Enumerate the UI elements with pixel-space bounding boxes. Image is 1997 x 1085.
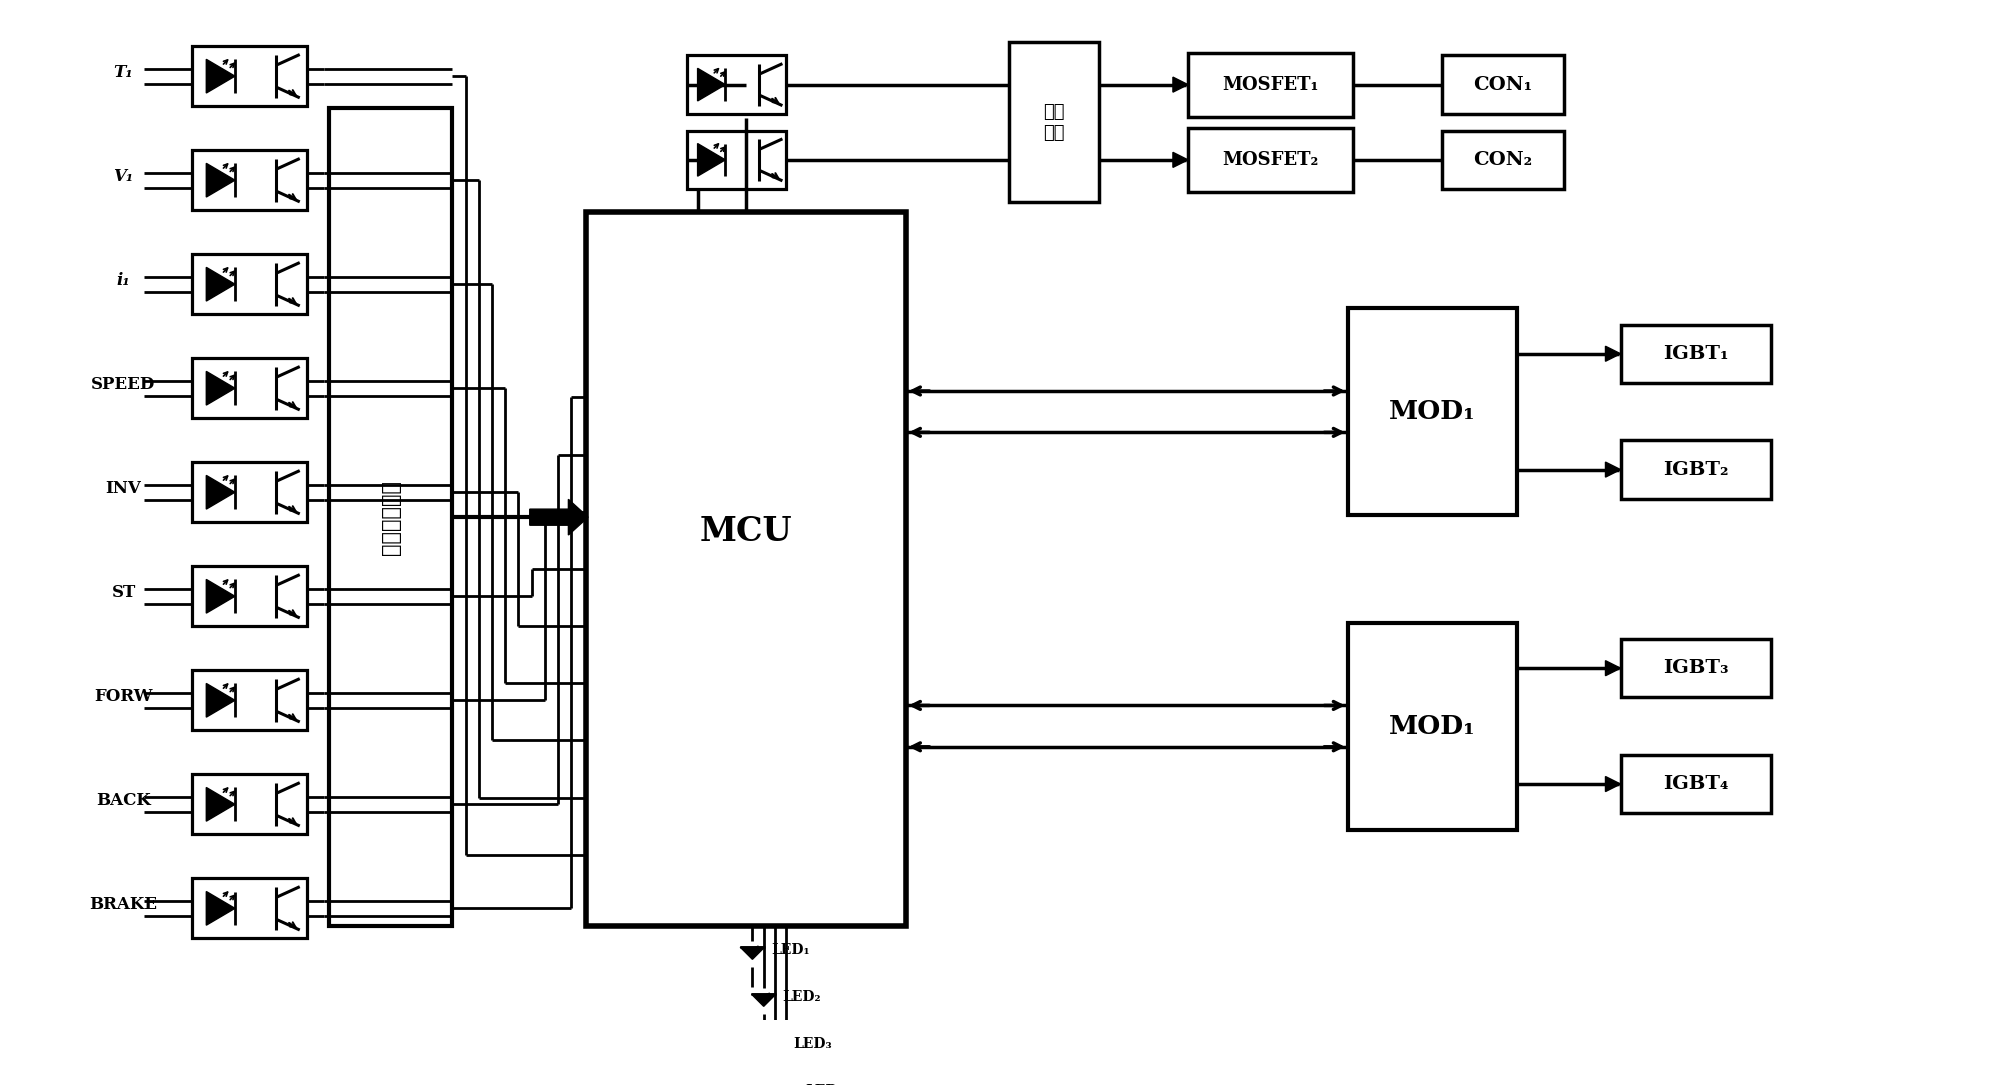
Bar (192, 566, 308, 626)
Polygon shape (1172, 77, 1188, 92)
Bar (1348, 623, 1518, 830)
Polygon shape (206, 892, 236, 926)
Text: V₁: V₁ (114, 168, 134, 184)
Text: BACK: BACK (96, 792, 152, 809)
Polygon shape (206, 60, 236, 93)
Bar (1442, 130, 1564, 189)
Text: INV: INV (106, 480, 142, 497)
Text: LED₄: LED₄ (805, 1084, 843, 1085)
Bar (1620, 639, 1771, 698)
Text: CON₁: CON₁ (1474, 76, 1532, 93)
Text: LED₁: LED₁ (771, 943, 811, 957)
Text: IGBT₂: IGBT₂ (1664, 461, 1729, 478)
Text: SPEED: SPEED (92, 376, 156, 393)
Text: 放大滤波电路: 放大滤波电路 (381, 480, 401, 554)
Polygon shape (1606, 777, 1620, 792)
Bar (192, 671, 308, 730)
Bar (192, 358, 308, 419)
Bar (192, 46, 308, 106)
Text: FORW: FORW (94, 688, 154, 705)
Bar (192, 254, 308, 315)
Bar (192, 150, 308, 210)
Polygon shape (206, 164, 236, 197)
Polygon shape (206, 267, 236, 301)
Bar (330, 108, 451, 927)
Bar (192, 878, 308, 939)
Bar (687, 130, 787, 189)
Text: T₁: T₁ (114, 64, 134, 81)
Text: i₁: i₁ (116, 272, 130, 289)
Text: MOSFET₁: MOSFET₁ (1222, 76, 1318, 93)
Text: BRAKE: BRAKE (90, 896, 158, 914)
Bar (687, 55, 787, 114)
Text: CON₂: CON₂ (1474, 151, 1532, 169)
Bar (192, 775, 308, 834)
Polygon shape (529, 499, 587, 535)
Bar (1188, 53, 1352, 116)
Text: MOD₁: MOD₁ (1390, 399, 1476, 424)
Polygon shape (206, 684, 236, 717)
Polygon shape (763, 1042, 787, 1054)
Polygon shape (206, 371, 236, 405)
Text: IGBT₁: IGBT₁ (1664, 345, 1729, 362)
Polygon shape (1606, 661, 1620, 676)
Text: MCU: MCU (699, 514, 793, 548)
Text: IGBT₄: IGBT₄ (1664, 775, 1729, 793)
Polygon shape (206, 579, 236, 613)
Polygon shape (1172, 152, 1188, 167)
Bar (1348, 308, 1518, 515)
Text: IGBT₃: IGBT₃ (1664, 660, 1729, 677)
Bar (1008, 42, 1098, 202)
Polygon shape (1606, 462, 1620, 477)
Polygon shape (1606, 346, 1620, 361)
Bar (1442, 55, 1564, 114)
Bar (1620, 441, 1771, 499)
Text: LED₃: LED₃ (793, 1037, 833, 1050)
Bar (192, 462, 308, 522)
Bar (1620, 755, 1771, 813)
Bar (587, 212, 907, 927)
Polygon shape (206, 475, 236, 509)
Text: MOD₁: MOD₁ (1390, 714, 1476, 739)
Text: ST: ST (112, 584, 136, 601)
Text: LED₂: LED₂ (783, 990, 821, 1004)
Text: 驱动
电路: 驱动 电路 (1042, 103, 1064, 142)
Polygon shape (206, 788, 236, 821)
Polygon shape (697, 68, 725, 101)
Bar (1188, 128, 1352, 192)
Polygon shape (751, 994, 777, 1006)
Bar (1620, 324, 1771, 383)
Polygon shape (741, 947, 765, 959)
Polygon shape (697, 143, 725, 176)
Text: MOSFET₂: MOSFET₂ (1222, 151, 1318, 169)
